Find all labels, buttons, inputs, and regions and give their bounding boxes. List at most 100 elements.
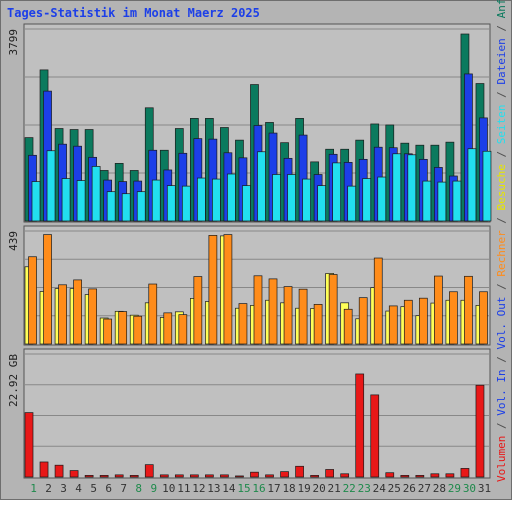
bar-volumen-day-4 bbox=[69, 470, 79, 478]
panel-plot-area bbox=[23, 348, 491, 479]
bar-rechner-day-6 bbox=[103, 318, 113, 345]
bar-volumen-day-15 bbox=[235, 475, 244, 478]
x-tick-label-day-15: 15 bbox=[237, 482, 250, 495]
bar-volumen-day-8 bbox=[129, 475, 139, 478]
x-tick-label-day-16: 16 bbox=[252, 482, 265, 495]
bar-volumen-day-5 bbox=[84, 475, 94, 478]
bar-seiten-day-22 bbox=[347, 185, 357, 222]
bar-volumen-day-18 bbox=[280, 471, 289, 478]
bar-volumen-day-11 bbox=[174, 474, 184, 478]
bar-seiten-day-20 bbox=[317, 185, 326, 222]
x-tick-label-day-22: 22 bbox=[343, 482, 356, 495]
x-tick-label-day-27: 27 bbox=[418, 482, 431, 495]
bar-seiten-day-12 bbox=[197, 177, 206, 222]
right-label-segment-3: / bbox=[495, 350, 508, 370]
bar-rechner-day-17 bbox=[268, 278, 278, 345]
x-tick-label-day-11: 11 bbox=[177, 482, 190, 495]
bar-seiten-day-19 bbox=[302, 178, 311, 222]
x-tick-label-day-6: 6 bbox=[105, 482, 112, 495]
x-tick-label-day-26: 26 bbox=[403, 482, 416, 495]
right-label-segment-8: Besuche bbox=[495, 164, 508, 210]
x-tick-label-day-31: 31 bbox=[478, 482, 491, 495]
bar-rechner-day-9 bbox=[148, 283, 158, 345]
bar-seiten-day-23 bbox=[362, 178, 372, 222]
bar-rechner-day-22 bbox=[343, 308, 353, 345]
bar-seiten-day-10 bbox=[166, 185, 176, 222]
bar-volumen-day-1 bbox=[24, 412, 34, 478]
right-label-segment-7: / bbox=[495, 210, 508, 230]
right-label-segment-13: / bbox=[495, 18, 508, 38]
x-tick-label-day-9: 9 bbox=[150, 482, 157, 495]
bar-rechner-day-5 bbox=[88, 288, 97, 345]
x-tick-label-day-1: 1 bbox=[30, 482, 37, 495]
bar-seiten-day-9 bbox=[151, 179, 161, 222]
bar-rechner-day-16 bbox=[253, 275, 263, 345]
bar-seiten-day-29 bbox=[452, 180, 462, 222]
x-tick-label-day-19: 19 bbox=[297, 482, 310, 495]
x-tick-label-day-13: 13 bbox=[207, 482, 220, 495]
x-tick-label-day-17: 17 bbox=[267, 482, 280, 495]
bar-volumen-day-25 bbox=[385, 472, 395, 478]
y-tick-label: 3799 bbox=[7, 29, 20, 56]
x-tick-label-day-14: 14 bbox=[222, 482, 236, 495]
right-label-segment-14: Anfragen bbox=[495, 0, 508, 18]
bar-rechner-day-20 bbox=[313, 304, 323, 345]
bar-seiten-day-21 bbox=[332, 162, 341, 222]
bar-rechner-day-30 bbox=[464, 275, 473, 345]
bar-rechner-day-31 bbox=[479, 291, 488, 345]
bar-seiten-day-17 bbox=[272, 174, 281, 222]
bar-volumen-day-7 bbox=[114, 474, 124, 478]
bar-seiten-day-18 bbox=[287, 174, 296, 222]
x-tick-label-day-3: 3 bbox=[60, 482, 67, 495]
x-tick-label-day-30: 30 bbox=[463, 482, 476, 495]
bar-volumen-day-21 bbox=[325, 469, 334, 478]
bar-volumen-day-26 bbox=[400, 475, 410, 478]
bar-rechner-day-2 bbox=[43, 234, 52, 345]
bar-rechner-day-4 bbox=[73, 279, 82, 345]
bar-volumen-day-10 bbox=[159, 474, 169, 478]
bar-rechner-day-29 bbox=[449, 291, 458, 345]
bar-rechner-day-1 bbox=[28, 256, 37, 345]
bar-seiten-day-27 bbox=[422, 180, 432, 222]
x-tick-label-day-2: 2 bbox=[45, 482, 52, 495]
bar-volumen-day-3 bbox=[54, 464, 64, 478]
right-label-segment-0: Volumen bbox=[495, 436, 508, 482]
bar-volumen-day-19 bbox=[295, 465, 304, 478]
bar-seiten-day-28 bbox=[437, 181, 447, 222]
x-tick-label-day-5: 5 bbox=[90, 482, 97, 495]
bar-seiten-day-11 bbox=[181, 185, 191, 222]
bar-rechner-day-23 bbox=[358, 297, 368, 345]
bar-seiten-day-3 bbox=[61, 178, 71, 222]
bar-rechner-day-8 bbox=[133, 315, 143, 345]
bar-rechner-day-12 bbox=[193, 276, 203, 345]
bar-rechner-day-14 bbox=[223, 234, 233, 345]
bar-rechner-day-13 bbox=[208, 235, 218, 345]
bar-rechner-day-26 bbox=[403, 299, 413, 345]
bar-volumen-day-12 bbox=[190, 474, 199, 478]
bar-rechner-day-15 bbox=[238, 303, 248, 345]
panel-1: 3799 bbox=[7, 23, 492, 223]
right-label-segment-11: / bbox=[495, 85, 508, 105]
right-label-segment-9: / bbox=[495, 144, 508, 164]
bar-volumen-day-6 bbox=[99, 475, 109, 478]
bar-seiten-day-5 bbox=[91, 166, 101, 222]
right-label-segment-5: / bbox=[495, 277, 508, 297]
x-tick-label-day-28: 28 bbox=[433, 482, 446, 495]
chart-title: Tages-Statistik im Monat Maerz 2025 bbox=[7, 6, 260, 20]
bar-rechner-day-19 bbox=[298, 288, 308, 345]
bar-seiten-day-16 bbox=[257, 151, 266, 222]
bar-rechner-day-25 bbox=[388, 305, 398, 345]
x-tick-label-day-4: 4 bbox=[75, 482, 82, 495]
y-tick-label: 439 bbox=[7, 231, 20, 251]
bar-rechner-day-28 bbox=[434, 275, 443, 345]
bar-rechner-day-27 bbox=[418, 297, 428, 345]
bar-rechner-day-24 bbox=[373, 257, 383, 345]
bar-volumen-day-23 bbox=[355, 373, 365, 478]
bar-volumen-day-14 bbox=[220, 474, 229, 478]
bar-volumen-day-17 bbox=[265, 474, 274, 478]
bar-seiten-day-1 bbox=[31, 181, 41, 222]
bar-volumen-day-13 bbox=[205, 474, 214, 478]
bar-volumen-day-22 bbox=[340, 473, 350, 478]
panel-2: 439 bbox=[7, 225, 491, 346]
